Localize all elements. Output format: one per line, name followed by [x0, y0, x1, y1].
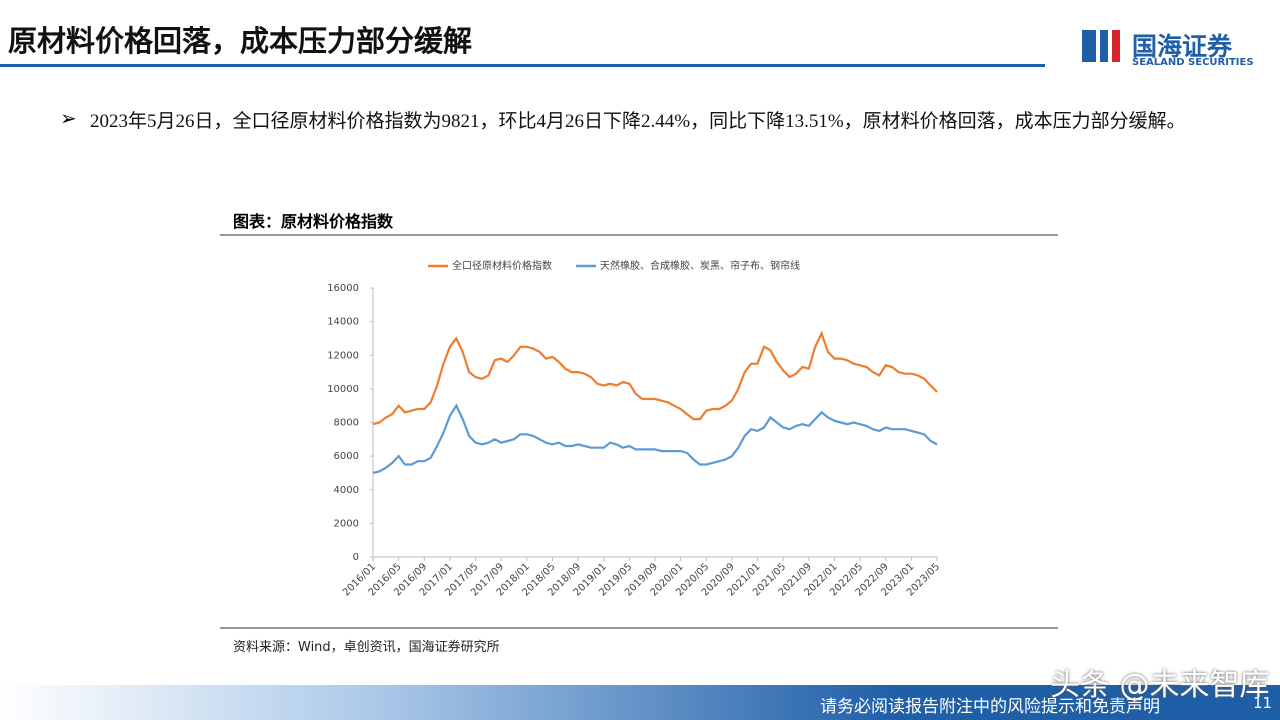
y-tick-label: 12000: [327, 350, 359, 361]
bullet-text: 2023年5月26日，全口径原材料价格指数为9821，环比4月26日下降2.44…: [90, 111, 1186, 132]
chart-caption: 图表：原材料价格指数: [233, 212, 394, 231]
y-tick-label: 14000: [327, 317, 359, 328]
logo-mark: [1082, 30, 1120, 62]
page-number: 11: [1253, 694, 1273, 712]
watermark: 头条 @未来智库: [1050, 668, 1270, 703]
y-tick-label: 6000: [334, 451, 359, 462]
y-tick-label: 4000: [334, 485, 359, 496]
title-rule: [0, 64, 1045, 67]
legend-label: 全口径原材料价格指数: [452, 259, 552, 272]
y-tick-label: 8000: [334, 418, 359, 429]
y-tick-label: 0: [353, 552, 359, 563]
slide-title: 原材料价格回落，成本压力部分缓解: [8, 24, 473, 58]
logo-subtext: SEALAND SECURITIES: [1132, 57, 1254, 68]
line-series: [372, 403, 938, 474]
footer-bar: [0, 685, 1280, 720]
y-tick-label: 2000: [334, 518, 359, 529]
bullet-icon: ➢: [60, 106, 77, 130]
legend-label: 天然橡胶、合成橡胶、炭黑、帘子布、钢帘线: [600, 259, 800, 272]
logo-text: 国海证券: [1132, 32, 1233, 61]
source-note: 资料来源：Wind，卓创资讯，国海证券研究所: [233, 640, 500, 655]
line-series: [372, 330, 938, 426]
y-tick-label: 10000: [327, 384, 359, 395]
y-tick-label: 16000: [327, 283, 359, 294]
disclaimer: 请务必阅读报告附注中的风险提示和免责声明: [820, 697, 1160, 717]
